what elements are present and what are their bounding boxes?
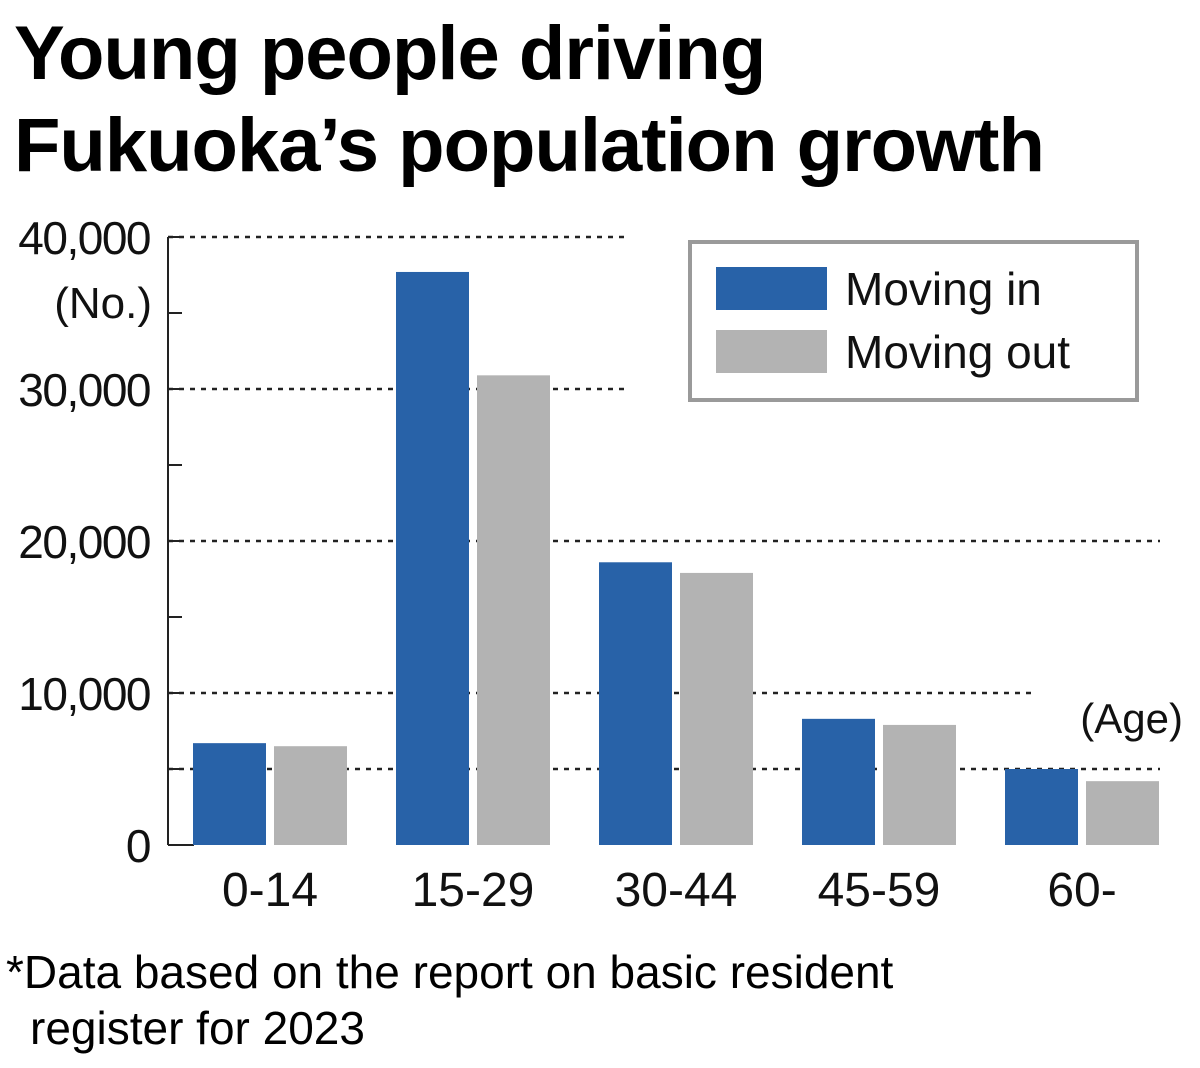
bar-moving-in	[193, 743, 266, 845]
bar-moving-out	[883, 724, 956, 845]
legend-swatch-moving-out	[716, 330, 827, 373]
x-tick-label: 0-14	[222, 864, 318, 917]
source-footnote: *Data based on the report on basic resid…	[6, 944, 893, 1056]
y-unit-label: (No.)	[54, 279, 152, 328]
bar-moving-in	[1005, 769, 1078, 845]
chart-title: Young people driving Fukuoka’s populatio…	[14, 8, 1045, 192]
x-tick-label: 45-59	[818, 864, 941, 917]
chart-title-line-1: Young people driving	[14, 11, 766, 96]
footnote-line-2: register for 2023	[30, 1002, 365, 1054]
bar-moving-in	[599, 562, 672, 845]
y-tick-label: 40,000	[18, 212, 150, 264]
legend-label-moving-out: Moving out	[845, 326, 1070, 378]
footnote-line-1: *Data based on the report on basic resid…	[6, 946, 894, 998]
x-unit-label: (Age)	[1080, 695, 1183, 742]
x-tick-label: 15-29	[412, 864, 535, 917]
chart-title-line-2: Fukuoka’s population growth	[14, 103, 1045, 188]
y-tick-label: 10,000	[18, 668, 150, 720]
legend-label-moving-in: Moving in	[845, 263, 1042, 315]
y-tick-label: 20,000	[18, 516, 150, 568]
bar-moving-out	[680, 572, 753, 845]
y-tick-label: 0	[126, 820, 150, 872]
legend-swatch-moving-in	[716, 267, 827, 310]
bar-moving-in	[396, 271, 469, 846]
x-tick-label: 30-44	[615, 864, 738, 917]
bar-moving-out	[477, 375, 550, 845]
bar-moving-out	[1086, 781, 1159, 845]
bar-moving-in	[802, 718, 875, 845]
y-tick-label: 30,000	[18, 364, 150, 416]
x-tick-label: 60-	[1047, 864, 1116, 917]
bar-moving-out	[274, 746, 347, 845]
